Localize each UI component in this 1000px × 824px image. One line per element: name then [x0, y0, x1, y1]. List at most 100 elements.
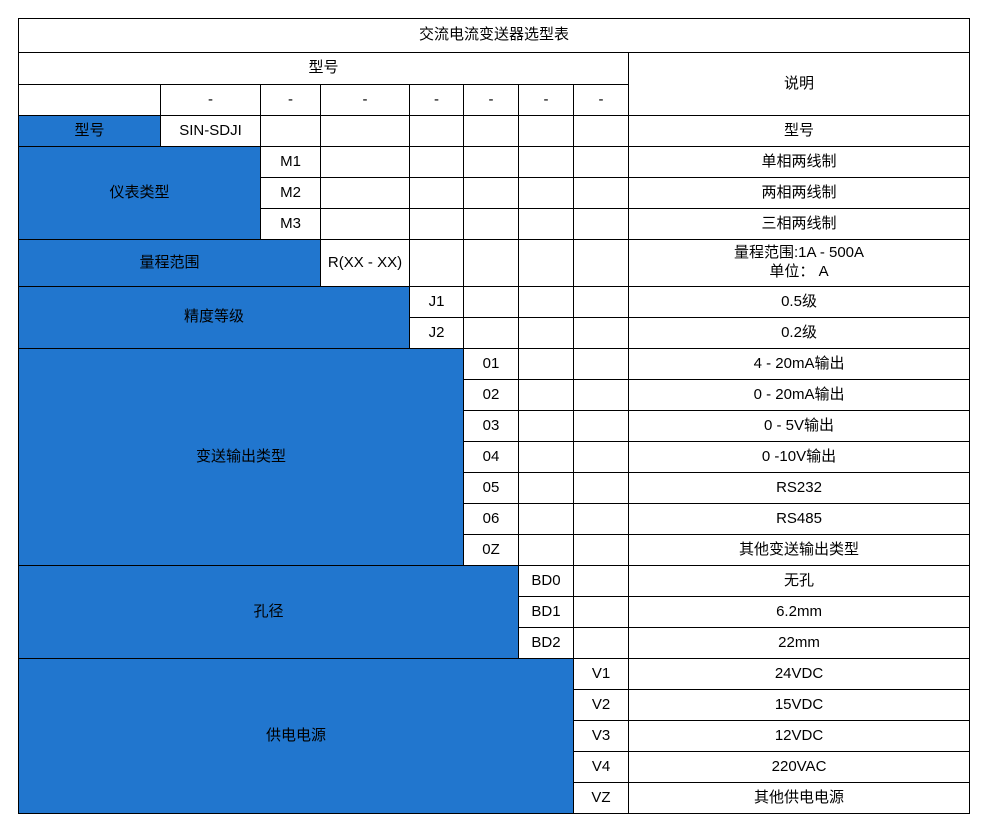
- empty-cell: [573, 472, 629, 504]
- table-title-row: 交流电流变送器选型表: [17, 18, 971, 53]
- table-row: V2 15VDC: [19, 689, 971, 721]
- table-row: 仪表类型 M1 单相两线制: [18, 146, 971, 240]
- section-label-range: 量程范围: [18, 239, 321, 287]
- empty-cell: [518, 348, 574, 380]
- section-label-power-supply: 供电电源: [18, 658, 574, 814]
- dash-cell-4: -: [320, 84, 410, 116]
- table-row: BD1 6.2mm: [19, 596, 971, 628]
- section-label-accuracy-class: 精度等级: [18, 286, 410, 349]
- desc-cell-model-0: 型号: [627, 115, 971, 147]
- code-cell-range-0: R(XX - XX): [320, 239, 410, 287]
- table-row: V4 220VAC: [19, 751, 971, 783]
- empty-cell: [409, 239, 464, 287]
- empty-cell: [573, 317, 629, 349]
- desc-cell-power-supply-3: 220VAC: [627, 751, 971, 783]
- selection-table-body: 交流电流变送器选型表 型号 说明 - - - - - - - 型号 SIN: [17, 18, 971, 814]
- empty-cell: [518, 503, 574, 535]
- desc-cell-output-type-5: RS485: [627, 503, 971, 535]
- code-cell-instrument-type-1: M2: [260, 177, 321, 209]
- empty-cell: [518, 115, 574, 147]
- desc-cell-hole-diameter-0: 无孔: [627, 565, 971, 597]
- empty-cell: [573, 596, 629, 628]
- desc-cell-power-supply-0: 24VDC: [627, 658, 971, 690]
- table-row: M3 三相两线制: [19, 208, 971, 240]
- code-cell-power-supply-0: V1: [573, 658, 629, 690]
- empty-cell: [463, 317, 519, 349]
- empty-cell: [573, 177, 629, 209]
- empty-cell: [518, 208, 574, 240]
- desc-cell-instrument-type-1: 两相两线制: [627, 177, 971, 209]
- table-row: 供电电源 V1 24VDC: [18, 658, 971, 814]
- empty-cell: [409, 208, 464, 240]
- empty-cell: [573, 503, 629, 535]
- code-cell-output-type-3: 04: [463, 441, 519, 473]
- dash-cell-6: -: [463, 84, 519, 116]
- code-cell-output-type-0: 01: [463, 348, 519, 380]
- code-cell-accuracy-class-0: J1: [409, 286, 464, 318]
- empty-cell: [518, 379, 574, 411]
- code-cell-power-supply-2: V3: [573, 720, 629, 752]
- empty-cell: [518, 410, 574, 442]
- desc-cell-accuracy-class-0: 0.5级: [627, 286, 971, 318]
- dash-cell-3: -: [260, 84, 321, 116]
- table-row: 02 0 - 20mA输出: [19, 379, 971, 411]
- table-row: J2 0.2级: [19, 317, 971, 349]
- empty-cell: [573, 627, 629, 659]
- empty-cell: [573, 441, 629, 473]
- table-row: 06 RS485: [19, 503, 971, 535]
- desc-cell-instrument-type-2: 三相两线制: [627, 208, 971, 240]
- empty-cell: [463, 115, 519, 147]
- table-row: 0Z 其他变送输出类型: [19, 534, 971, 566]
- empty-cell: [320, 208, 410, 240]
- description-header: 说明: [627, 52, 971, 116]
- code-cell-instrument-type-2: M3: [260, 208, 321, 240]
- table-row: 变送输出类型 01 4 - 20mA输出: [18, 348, 971, 566]
- code-cell-hole-diameter-0: BD0: [518, 565, 574, 597]
- desc-cell-output-type-4: RS232: [627, 472, 971, 504]
- empty-cell: [573, 146, 629, 178]
- desc-cell-output-type-3: 0 -10V输出: [627, 441, 971, 473]
- empty-cell: [518, 441, 574, 473]
- empty-cell: [320, 115, 410, 147]
- dash-cell-1: [18, 84, 161, 116]
- empty-cell: [518, 239, 574, 287]
- code-cell-output-type-6: 0Z: [463, 534, 519, 566]
- empty-cell: [573, 348, 629, 380]
- section-label-hole-diameter: 孔径: [18, 565, 519, 659]
- desc-cell-output-type-2: 0 - 5V输出: [627, 410, 971, 442]
- empty-cell: [573, 534, 629, 566]
- table-row: VZ 其他供电电源: [19, 782, 971, 814]
- empty-cell: [518, 177, 574, 209]
- empty-cell: [320, 177, 410, 209]
- empty-cell: [518, 146, 574, 178]
- empty-cell: [260, 115, 321, 147]
- empty-cell: [463, 177, 519, 209]
- empty-cell: [573, 379, 629, 411]
- empty-cell: [409, 146, 464, 178]
- empty-cell: [409, 177, 464, 209]
- section-label-instrument-type: 仪表类型: [18, 146, 261, 240]
- desc-cell-power-supply-1: 15VDC: [627, 689, 971, 721]
- code-cell-hole-diameter-2: BD2: [518, 627, 574, 659]
- desc-cell-hole-diameter-1: 6.2mm: [627, 596, 971, 628]
- dash-cell-5: -: [409, 84, 464, 116]
- empty-cell: [573, 239, 629, 287]
- table-row: 05 RS232: [19, 472, 971, 504]
- table-group-header-row: 型号 说明: [18, 52, 971, 116]
- selection-table: 交流电流变送器选型表 型号 说明 - - - - - - - 型号 SIN: [17, 18, 971, 814]
- table-row: 精度等级 J1 0.5级: [18, 286, 971, 349]
- model-group-header: 型号: [18, 52, 629, 85]
- empty-cell: [573, 565, 629, 597]
- code-cell-hole-diameter-1: BD1: [518, 596, 574, 628]
- empty-cell: [518, 286, 574, 318]
- code-cell-output-type-1: 02: [463, 379, 519, 411]
- desc-cell-output-type-6: 其他变送输出类型: [627, 534, 971, 566]
- empty-cell: [409, 115, 464, 147]
- desc-cell-output-type-0: 4 - 20mA输出: [627, 348, 971, 380]
- desc-cell-power-supply-2: 12VDC: [627, 720, 971, 752]
- code-cell-output-type-2: 03: [463, 410, 519, 442]
- desc-cell-power-supply-4: 其他供电电源: [627, 782, 971, 814]
- desc-line-1: 量程范围:1A - 500A: [733, 244, 865, 262]
- code-cell-power-supply-3: V4: [573, 751, 629, 783]
